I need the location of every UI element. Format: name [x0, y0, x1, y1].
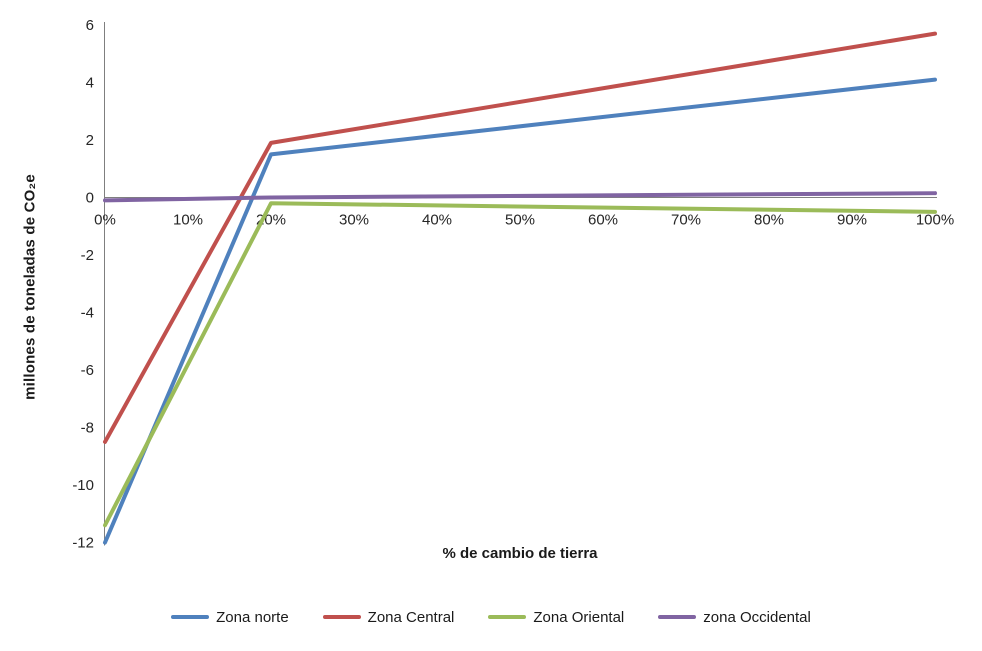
y-tick-label: -8 — [81, 420, 94, 437]
y-tick-label: 4 — [86, 75, 94, 92]
legend-swatch — [171, 615, 210, 619]
x-axis-title: % de cambio de tierra — [442, 545, 598, 562]
y-tick-label: -12 — [72, 535, 94, 552]
x-tick-label: 40% — [422, 212, 452, 229]
x-tick-label: 50% — [505, 212, 535, 229]
y-tick-label: -2 — [81, 247, 94, 264]
x-tick-label: 100% — [916, 212, 954, 229]
series-line-zona-occidental — [103, 191, 937, 203]
x-tick-label: 90% — [837, 212, 867, 229]
legend-item-zona-central: Zona Central — [322, 608, 455, 626]
legend-swatch — [658, 615, 697, 619]
legend-item-zona-norte: Zona norte — [171, 609, 289, 626]
x-tick-label: 10% — [173, 212, 203, 229]
y-tick-label: 6 — [86, 17, 94, 34]
series-line-zona-central — [103, 31, 937, 444]
legend-label: zona Occidental — [703, 608, 811, 626]
series-line-zona-oriental — [103, 201, 937, 528]
legend-label: Zona Central — [367, 608, 455, 626]
legend-label: Zona norte — [216, 608, 289, 626]
y-tick-label: 2 — [86, 132, 94, 149]
x-tick-label: 0% — [94, 212, 116, 229]
legend-swatch — [488, 615, 527, 619]
x-tick-label: 70% — [671, 212, 701, 229]
y-tick-label: -10 — [72, 477, 94, 494]
legend-swatch — [322, 615, 361, 619]
y-tick-label: -4 — [81, 305, 94, 322]
legend-item-zona-occidental: zona Occidental — [658, 609, 811, 626]
legend-item-zona-oriental: Zona Oriental — [488, 609, 624, 626]
legend: Zona norte Zona Central Zona Oriental zona … — [0, 603, 982, 631]
legend-label: Zona Oriental — [533, 608, 625, 626]
x-tick-label: 30% — [339, 212, 369, 229]
series-line-zona-norte — [103, 77, 937, 545]
y-tick-label: 0 — [86, 190, 94, 207]
x-tick-label: 80% — [754, 212, 784, 229]
y-tick-label: -6 — [81, 362, 94, 379]
x-tick-label: 60% — [588, 212, 618, 229]
y-axis-title: millones de toneladas de CO₂e — [21, 174, 39, 400]
